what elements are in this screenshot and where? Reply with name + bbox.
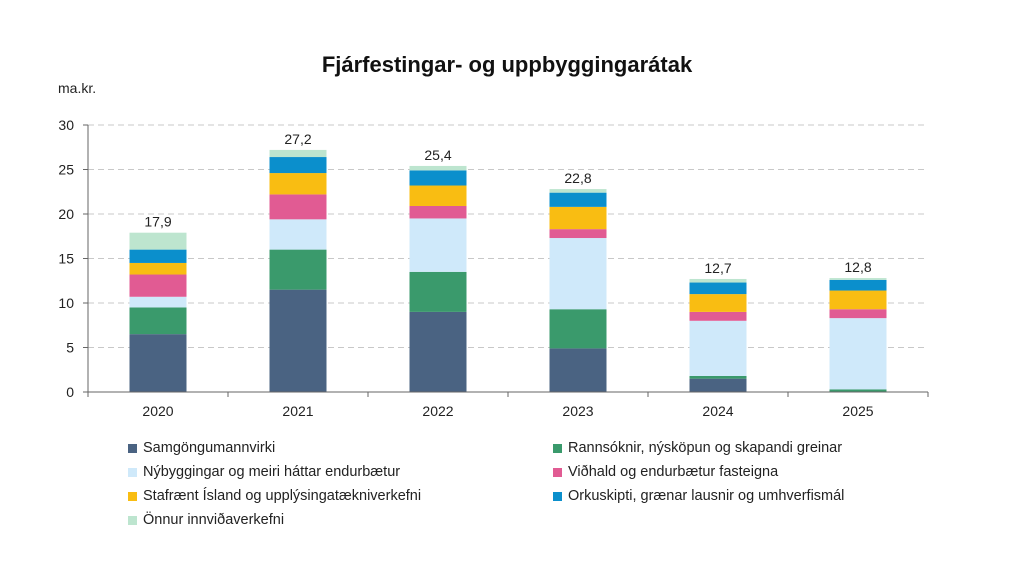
bar-segment	[269, 219, 327, 250]
legend-swatch	[128, 443, 137, 453]
legend-label: Rannsóknir, nýsköpun og skapandi greinar	[568, 440, 843, 456]
legend-swatch	[128, 467, 137, 477]
y-tick-label: 25	[58, 162, 74, 178]
bar-segment	[689, 378, 747, 392]
y-tick-label: 30	[58, 117, 74, 133]
bar-total-label: 17,9	[144, 214, 171, 230]
legend-label: Orkuskipti, grænar lausnir og umhverfism…	[568, 488, 845, 504]
bar-segment	[829, 389, 887, 392]
bar-segment	[269, 289, 327, 392]
legend-swatch	[128, 491, 137, 501]
x-tick-label: 2022	[422, 403, 453, 419]
bar-segment	[409, 205, 467, 219]
legend-item: Samgöngumannvirki	[128, 440, 275, 456]
legend-swatch	[553, 467, 562, 477]
legend-swatch	[553, 443, 562, 453]
y-tick-label: 15	[58, 251, 74, 267]
bar-segment	[269, 194, 327, 220]
bar-segment	[409, 165, 467, 171]
y-tick-label: 0	[66, 384, 74, 400]
legend-label: Stafrænt Ísland og upplýsingatækniverkef…	[143, 488, 422, 504]
bar-total-label: 22,8	[564, 170, 591, 186]
bar-segment	[549, 309, 607, 349]
bar-segment	[409, 271, 467, 312]
bar-total-label: 25,4	[424, 147, 451, 163]
legend-item: Stafrænt Ísland og upplýsingatækniverkef…	[128, 488, 421, 504]
bar-segment	[689, 375, 747, 379]
bar-segment	[549, 206, 607, 230]
bar-segment	[829, 278, 887, 280]
legend-item: Viðhald og endurbætur fasteigna	[553, 464, 778, 480]
bar-segment	[129, 334, 187, 392]
legend-label: Nýbyggingar og meiri háttar endurbætur	[143, 464, 401, 480]
bar-segment	[829, 318, 887, 390]
bar-segment	[129, 232, 187, 250]
x-tick-label: 2024	[702, 403, 733, 419]
y-axis-unit-label: ma.kr.	[58, 80, 97, 96]
bar-segment	[549, 348, 607, 392]
legend-item: Nýbyggingar og meiri háttar endurbætur	[128, 464, 400, 480]
bar-segment	[549, 189, 607, 193]
legend-item: Önnur innviðaverkefni	[128, 512, 284, 528]
bar-total-label: 12,7	[704, 260, 731, 276]
x-tick-label: 2023	[562, 403, 593, 419]
legend-item: Orkuskipti, grænar lausnir og umhverfism…	[553, 488, 844, 504]
bar-segment	[269, 149, 327, 158]
bar-total-label: 27,2	[284, 131, 311, 147]
bar-segment	[829, 309, 887, 319]
legend-swatch	[128, 515, 137, 525]
bar-segment	[409, 170, 467, 186]
chart-title: Fjárfestingar- og uppbyggingarátak	[321, 52, 693, 77]
bar-segment	[829, 290, 887, 310]
x-tick-label: 2020	[142, 403, 173, 419]
bar-segment	[129, 296, 187, 308]
bar-segment	[129, 249, 187, 263]
bar-segment	[269, 173, 327, 195]
legend-label: Samgöngumannvirki	[143, 440, 276, 456]
bar-segment	[129, 307, 187, 335]
bar-segment	[689, 294, 747, 312]
bar-segment	[689, 320, 747, 376]
legend-label: Önnur innviðaverkefni	[143, 512, 285, 528]
bar-segment	[269, 249, 327, 290]
x-tick-label: 2025	[842, 403, 873, 419]
y-tick-label: 5	[66, 340, 74, 356]
legend-swatch	[553, 491, 562, 501]
bar-segment	[129, 262, 187, 275]
bar-segment	[689, 278, 747, 283]
x-tick-label: 2021	[282, 403, 313, 419]
bar-segment	[549, 238, 607, 310]
y-tick-label: 10	[58, 295, 74, 311]
bar-segment	[549, 192, 607, 207]
legend-label: Viðhald og endurbætur fasteigna	[568, 464, 779, 480]
bar-segment	[409, 185, 467, 206]
legend-item: Rannsóknir, nýsköpun og skapandi greinar	[553, 440, 842, 456]
bar-segment	[829, 279, 887, 291]
bar-total-label: 12,8	[844, 259, 871, 275]
bar-segment	[689, 311, 747, 321]
bar-segment	[409, 218, 467, 272]
bar-segment	[549, 229, 607, 239]
y-tick-label: 20	[58, 206, 74, 222]
bar-segment	[129, 274, 187, 297]
bar-segment	[409, 311, 467, 392]
bar-segment	[269, 157, 327, 174]
bar-segment	[689, 282, 747, 295]
